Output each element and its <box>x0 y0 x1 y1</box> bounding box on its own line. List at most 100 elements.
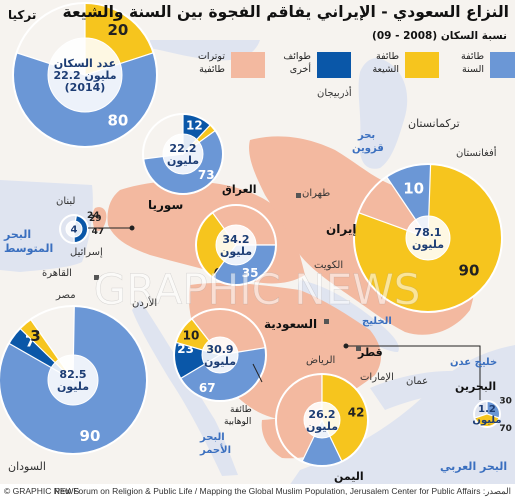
pie-center-label: مليون <box>472 415 501 426</box>
legend-label: طائفة الشيعة <box>372 51 399 75</box>
map-label-afghanistan: أفغانستان <box>456 148 497 159</box>
pie-value-label: 70 <box>499 424 512 434</box>
pie-center-label: 82.5 <box>59 368 86 381</box>
gulf-of-aden-sea <box>370 370 470 410</box>
map-label-caspian-1: بحر <box>358 130 376 141</box>
footer-source: المصدر: Pew Forum on Religion & Public L… <box>54 486 511 496</box>
legend-label: طوائف أخرى <box>283 51 311 75</box>
pie-center <box>162 133 204 175</box>
map-label-syria: سوريا <box>148 198 184 212</box>
pie-ring <box>59 214 89 244</box>
map-label-iraq: العراق <box>222 183 257 196</box>
map-label-cairo: القاهرة <box>42 268 72 279</box>
pointer-lines <box>88 225 481 400</box>
footer-bar <box>0 484 515 499</box>
map-label-gulf-aden: خليج عدن <box>450 357 498 368</box>
legend-label: توترات طائفية <box>197 51 225 75</box>
legend-swatch <box>490 52 515 78</box>
pie-center-label: 30.9 <box>206 343 233 356</box>
map-label-jordan: الأردن <box>132 298 158 309</box>
pie-value-label: 35 <box>242 266 259 280</box>
pie-center-label: 22.2 مليون <box>53 69 116 82</box>
caspian-sea <box>358 58 408 169</box>
pie-center <box>303 401 341 439</box>
legend-item: توترات طائفية <box>181 48 265 90</box>
legend-swatch <box>405 52 439 78</box>
legend-label: طائفة السنة <box>461 51 484 75</box>
pie-value-label: 90 <box>80 427 101 445</box>
pie-center-label: مليون <box>204 355 236 368</box>
legend-item: طائفة السنة <box>440 48 515 90</box>
pie-center <box>47 354 99 406</box>
page-title: النزاع السعودي - الإيراني يفاقم الفجوة ب… <box>62 3 509 21</box>
pie-center <box>47 37 123 113</box>
pie-ring <box>173 308 267 402</box>
tension-region-lebanon <box>92 207 107 231</box>
map-label-yemen: اليمن <box>334 470 364 483</box>
map-label-sudan: السودان <box>8 460 46 473</box>
pie-center-label: مليون <box>57 380 89 393</box>
pie-center <box>405 215 451 261</box>
map-label-kuwait: الكويت <box>314 260 344 271</box>
map-label-qatar: قطر <box>358 346 383 359</box>
pie-center-label: 4 <box>71 225 78 236</box>
pie-ring <box>195 204 277 286</box>
tension-region-bahrain <box>322 332 342 350</box>
pie-center-label: 26.2 <box>308 408 335 421</box>
legend-swatch <box>231 52 265 78</box>
map-label-med-2: المتوسط <box>4 242 54 255</box>
map-label-bahrain: البحرين <box>455 380 497 393</box>
pie-center-label: مليون <box>167 154 199 167</box>
legend: طائفة السنة طائفة الشيعة طوائف أخرى توترات طائف… <box>175 48 515 90</box>
pie-center-label: 1.2 <box>478 404 496 415</box>
pie-value-label: 24 <box>87 211 100 221</box>
map-label-red-sea-1: البحر <box>200 432 225 443</box>
pie-value-label: 3 <box>30 327 40 345</box>
red-sea <box>132 300 238 476</box>
pie-value-label: 30 <box>499 397 512 407</box>
pie-center-label: عدد السكان <box>54 57 116 70</box>
watermark: GRAPHIC NEWS <box>94 265 421 314</box>
map-label-med-1: البحر <box>4 228 32 241</box>
map-label-lebanon: لبنان <box>56 196 76 207</box>
pie-center-label: (2014) <box>65 81 106 94</box>
legend-swatch <box>317 52 351 78</box>
legend-item: طائفة الشيعة <box>355 48 439 90</box>
map-label-turkmenistan: تركمانستان <box>408 117 460 130</box>
pie-value-label: 90 <box>459 261 480 279</box>
legend-item: طوائف أخرى <box>267 48 351 90</box>
pie-center-label: 22.2 <box>169 142 196 155</box>
pie-ring <box>142 113 224 195</box>
map-label-turkey: تركيا <box>8 8 37 22</box>
map-label-saudi: السعودية <box>264 317 318 331</box>
map-label-arab-sea: البحر العربي <box>440 460 508 473</box>
pie-center <box>215 224 257 266</box>
pie-center-label: 34.2 <box>222 233 249 246</box>
pie-value-label: 80 <box>107 112 128 130</box>
pie-value-label: 10 <box>183 329 200 343</box>
pie-value-label: 73 <box>198 168 215 182</box>
pie-center <box>65 220 83 238</box>
pie-value-label: 7 <box>25 332 35 350</box>
map-label-uae: الإمارات <box>360 372 394 383</box>
map-label-tehran: طهران <box>302 188 331 199</box>
map-label-red-sea-2: الأحمر <box>200 445 232 456</box>
pie-center <box>201 336 239 374</box>
pie-ring <box>275 373 369 467</box>
map-label-israel: إسرائيل <box>70 247 103 258</box>
pie-value-label: 42 <box>348 406 365 420</box>
mediterranean-sea <box>0 180 93 272</box>
pie-value-label: 20 <box>107 21 128 39</box>
pie-value-label: 12 <box>186 118 203 132</box>
map-label-wahhabi-1: طائفة <box>230 405 252 415</box>
